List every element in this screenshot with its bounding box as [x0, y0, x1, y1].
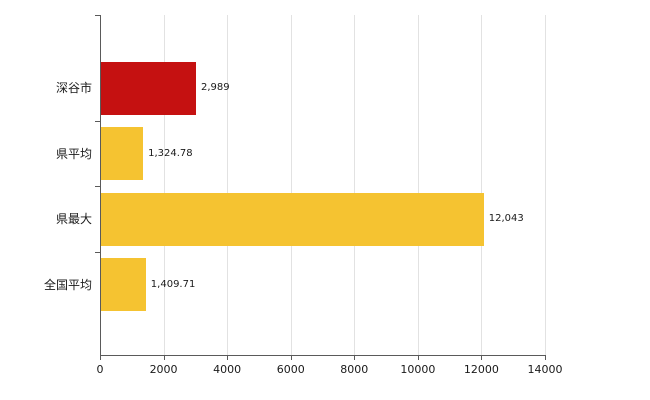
- x-axis-line: [100, 355, 546, 356]
- gridline: [227, 15, 229, 355]
- y-axis-tick: [95, 252, 100, 253]
- bar: [101, 258, 146, 312]
- x-tick-label: 6000: [276, 363, 305, 376]
- x-axis-tick: [354, 355, 356, 360]
- bar: [101, 61, 196, 115]
- x-tick-label: 12000: [463, 363, 499, 376]
- x-axis-tick: [163, 355, 165, 360]
- gridline: [481, 15, 483, 355]
- bar: [101, 127, 144, 181]
- x-axis-tick: [481, 355, 483, 360]
- gridline: [417, 15, 419, 355]
- x-tick-label: 4000: [213, 363, 242, 376]
- x-axis-tick: [227, 355, 229, 360]
- x-tick-label: 14000: [527, 363, 563, 376]
- bar-value-label: 1,409.71: [150, 278, 196, 290]
- x-tick-label: 10000: [400, 363, 436, 376]
- x-axis-tick: [417, 355, 419, 360]
- x-tick-label: 0: [96, 363, 104, 376]
- y-axis-tick: [95, 186, 100, 188]
- x-axis-tick: [545, 355, 546, 360]
- x-axis-tick: [290, 355, 292, 360]
- bar: [101, 192, 484, 246]
- bar-value-label: 2,989: [201, 82, 230, 93]
- y-axis-tick: [95, 15, 100, 16]
- x-tick-label: 8000: [340, 363, 369, 376]
- gridline: [290, 15, 292, 355]
- gridline: [163, 15, 165, 355]
- y-axis-line: [100, 15, 101, 356]
- gridline: [545, 15, 546, 355]
- category-label: 全国平均: [43, 277, 92, 292]
- category-label: 県平均: [55, 146, 92, 161]
- y-axis-tick: [95, 120, 100, 122]
- category-label: 県最大: [55, 212, 92, 227]
- bar-value-label: 12,043: [488, 213, 524, 225]
- x-axis-tick: [100, 355, 101, 360]
- category-label: 深谷市: [55, 81, 92, 95]
- bar-value-label: 1,324.78: [148, 147, 193, 159]
- x-tick-label: 2000: [149, 363, 178, 376]
- gridline: [354, 15, 356, 355]
